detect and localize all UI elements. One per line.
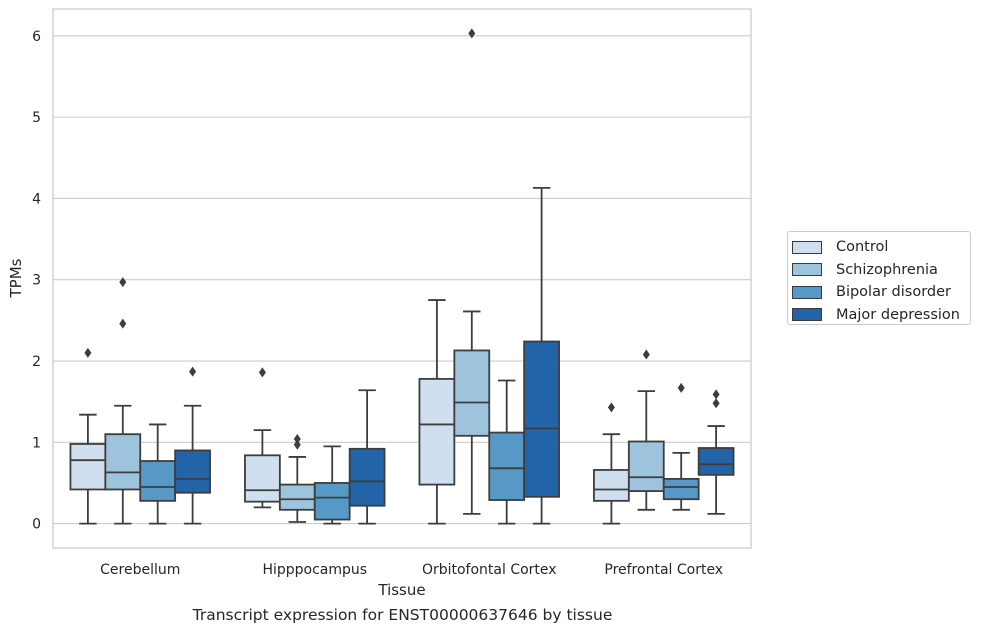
legend-swatch	[792, 285, 822, 299]
outlier-point	[712, 398, 720, 409]
iqr-box	[418, 378, 456, 486]
outlier-point	[677, 382, 685, 393]
y-tick-label: 0	[32, 517, 41, 533]
legend-item: Major depression	[792, 304, 970, 327]
plot-frame	[52, 8, 752, 549]
iqr-box	[453, 349, 491, 437]
x-tick-label: Prefrontal Cortex	[604, 562, 723, 578]
outlier-point	[258, 367, 266, 378]
iqr-box	[488, 431, 526, 501]
y-tick-label: 4	[32, 191, 41, 207]
box-schizophrenia	[627, 349, 665, 511]
outlier-point	[468, 28, 476, 39]
y-axis-label: TPMs	[7, 258, 25, 298]
iqr-box	[244, 454, 281, 503]
y-tick-label: 6	[32, 29, 41, 45]
outlier-point	[293, 439, 301, 450]
box-schizophrenia	[453, 28, 491, 515]
x-tick-label: Orbitofontal Cortex	[422, 562, 557, 578]
outlier-point	[642, 349, 650, 360]
legend-label: Schizophrenia	[836, 261, 938, 278]
x-axis-label: Tissue	[377, 581, 425, 599]
iqr-box	[593, 469, 630, 502]
legend-swatch	[792, 240, 822, 254]
chart-caption: Transcript expression for ENST0000063764…	[192, 606, 613, 624]
iqr-box	[174, 449, 211, 494]
y-tick-label: 1	[32, 435, 41, 451]
outlier-point	[84, 347, 92, 358]
box-control	[418, 299, 456, 525]
x-tick-label: Hipppocampus	[262, 562, 367, 578]
legend-swatch	[792, 263, 822, 277]
iqr-box	[139, 460, 177, 502]
legend-item: Bipolar disorder	[792, 281, 970, 304]
legend: Control Schizophrenia Bipolar disorder Majo…	[787, 231, 971, 325]
legend-label: Control	[836, 239, 889, 256]
iqr-box	[348, 447, 386, 507]
legend-label: Bipolar disorder	[836, 284, 951, 301]
outlier-point	[293, 434, 301, 445]
y-tick-label: 3	[32, 273, 41, 289]
iqr-box	[104, 433, 142, 491]
box-major-depression	[348, 389, 386, 525]
outlier-point	[189, 366, 197, 377]
box-major-depression	[697, 389, 735, 515]
legend-item: Schizophrenia	[792, 259, 970, 282]
box-major-depression	[523, 186, 560, 525]
box-bipolar-disorder	[662, 382, 700, 511]
box-groups	[69, 28, 735, 525]
gridlines	[53, 35, 751, 525]
box-control	[244, 367, 281, 509]
y-tick-label: 5	[32, 110, 41, 126]
legend-label: Major depression	[836, 306, 960, 323]
iqr-box	[313, 482, 351, 521]
box-schizophrenia	[278, 434, 316, 523]
legend-swatch	[792, 308, 822, 322]
iqr-box	[278, 483, 316, 511]
box-bipolar-disorder	[488, 379, 526, 525]
outlier-point	[119, 318, 127, 329]
iqr-box	[662, 477, 700, 501]
y-tick-label: 2	[32, 354, 41, 370]
iqr-box	[627, 440, 665, 492]
outlier-point	[712, 389, 720, 400]
outlier-point	[607, 402, 615, 413]
x-tick-labels: Cerebellum Hipppocampus Orbitofontal Corte…	[100, 562, 723, 578]
iqr-box	[69, 443, 107, 491]
box-schizophrenia	[104, 277, 142, 525]
outlier-point	[119, 277, 127, 288]
box-major-depression	[174, 366, 211, 525]
legend-item: Control	[792, 236, 970, 259]
iqr-box	[697, 447, 735, 476]
box-bipolar-disorder	[313, 445, 351, 525]
box-control	[69, 347, 107, 525]
y-tick-labels: 0 1 2 3 4 5 6	[32, 29, 41, 533]
iqr-box	[523, 340, 560, 498]
box-control	[593, 402, 630, 525]
x-tick-label: Cerebellum	[100, 562, 180, 578]
